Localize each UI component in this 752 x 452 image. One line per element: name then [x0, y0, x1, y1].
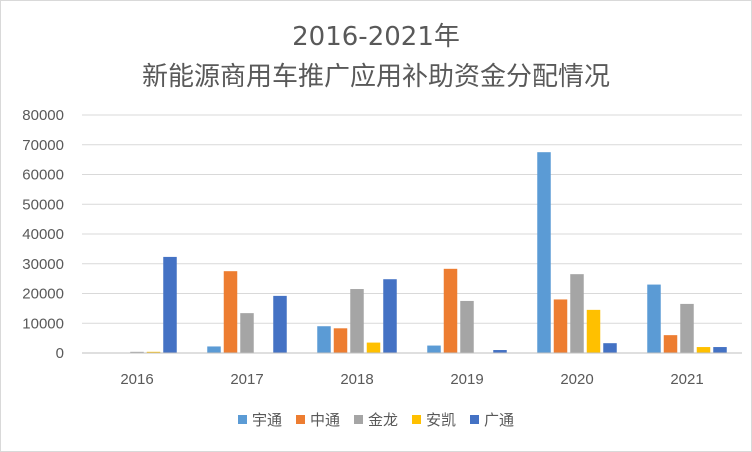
legend-label: 宇通: [251, 411, 282, 429]
legend-item: 广通: [470, 409, 514, 430]
legend-swatch: [412, 415, 421, 424]
legend-label: 广通: [484, 411, 515, 429]
legend-label: 金龙: [367, 411, 398, 429]
y-tick-label: 70000: [22, 137, 64, 154]
bars: [130, 152, 727, 353]
x-tick-label: 2021: [670, 371, 703, 388]
bar-中通-2019: [443, 268, 458, 353]
legend-item: 安凯: [412, 409, 456, 430]
x-tick-label: 2017: [230, 371, 263, 388]
y-tick-label: 80000: [22, 107, 64, 124]
bar-中通-2017: [223, 271, 238, 353]
legend-swatch: [237, 415, 247, 424]
x-tick-label: 2019: [450, 371, 483, 388]
bar-广通-2020: [603, 343, 617, 353]
bar-广通-2019: [493, 350, 507, 353]
x-tick-label: 2016: [120, 371, 153, 388]
bar-金龙-2017: [240, 313, 254, 353]
legend-item: 中通: [295, 409, 340, 430]
bar-宇通-2019: [427, 345, 441, 353]
y-tick-label: 60000: [22, 167, 64, 184]
bar-金龙-2019: [460, 300, 474, 353]
bar-安凯-2016: [146, 351, 161, 353]
legend: 宇通 中通 金龙 安凯 广通: [0, 409, 752, 430]
bar-广通-2017: [273, 295, 287, 353]
bar-中通-2020: [553, 299, 568, 353]
legend-label: 中通: [309, 411, 340, 429]
bar-金龙-2016: [130, 351, 144, 353]
legend-swatch: [353, 415, 363, 424]
bar-安凯-2020: [586, 309, 601, 353]
chart-title-line-1: 2016-2021年: [292, 22, 460, 52]
y-tick-label: 0: [56, 345, 64, 362]
gridlines: [82, 114, 742, 324]
y-tick-label: 50000: [22, 196, 64, 213]
chart-title-line-2: 新能源商用车推广应用补助资金分配情况: [141, 62, 610, 92]
bar-中通-2021: [663, 335, 678, 353]
bar-金龙-2021: [680, 303, 694, 353]
bar-宇通-2021: [647, 284, 661, 353]
bar-广通-2021: [713, 347, 727, 353]
x-tick-label: 2018: [340, 371, 373, 388]
bar-金龙-2020: [570, 274, 584, 353]
axes: 0 10000 20000 30000 40000 50000 60000 70000 8000…: [22, 107, 742, 388]
y-tick-label: 30000: [22, 256, 64, 273]
bar-广通-2018: [383, 279, 397, 353]
bar-宇通-2020: [537, 152, 551, 353]
bar-广通-2016: [163, 256, 177, 353]
legend-label: 安凯: [426, 411, 457, 429]
bar-中通-2018: [333, 328, 348, 353]
bar-金龙-2018: [350, 289, 364, 353]
bar-安凯-2021: [696, 347, 711, 353]
bar-安凯-2018: [366, 342, 381, 353]
legend-item: 金龙: [353, 409, 398, 430]
legend-swatch: [295, 415, 305, 424]
y-tick-label: 20000: [22, 286, 64, 303]
legend-swatch: [470, 415, 480, 424]
legend-item: 宇通: [237, 409, 282, 430]
x-tick-label: 2020: [560, 371, 593, 388]
y-tick-label: 10000: [22, 315, 64, 332]
bar-宇通-2017: [207, 346, 221, 353]
bar-宇通-2018: [317, 326, 331, 353]
y-tick-label: 40000: [22, 226, 64, 243]
